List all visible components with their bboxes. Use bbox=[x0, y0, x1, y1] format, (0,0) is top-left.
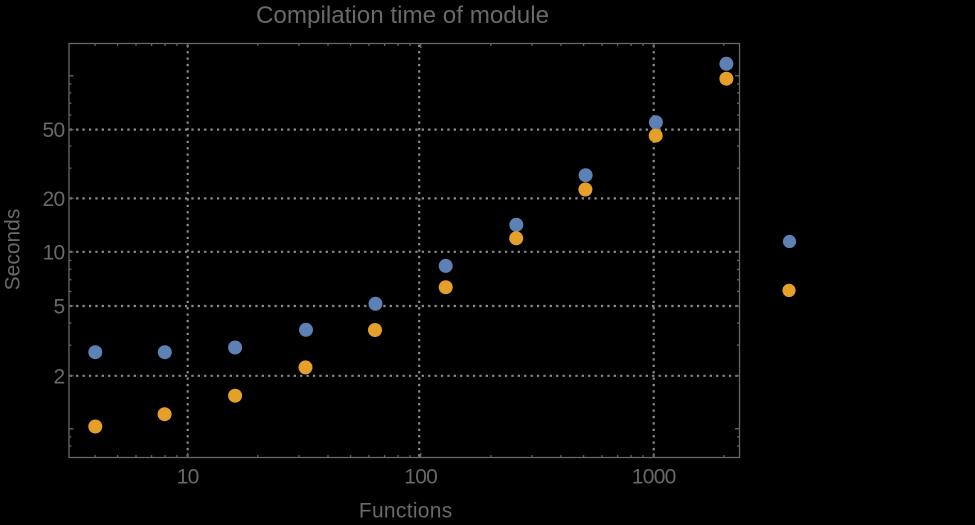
svg-text:50: 50 bbox=[43, 119, 65, 142]
svg-text:1000: 1000 bbox=[632, 465, 676, 488]
svg-text:Seconds: Seconds bbox=[2, 209, 25, 291]
svg-text:Functions: Functions bbox=[359, 500, 453, 523]
svg-text:20: 20 bbox=[43, 188, 65, 211]
svg-text:5: 5 bbox=[54, 296, 65, 319]
svg-text:2: 2 bbox=[54, 365, 65, 388]
svg-text:10: 10 bbox=[43, 241, 65, 264]
svg-text:Compilation time of module: Compilation time of module bbox=[256, 2, 549, 29]
svg-text:100: 100 bbox=[404, 465, 437, 488]
svg-text:10: 10 bbox=[177, 465, 199, 488]
